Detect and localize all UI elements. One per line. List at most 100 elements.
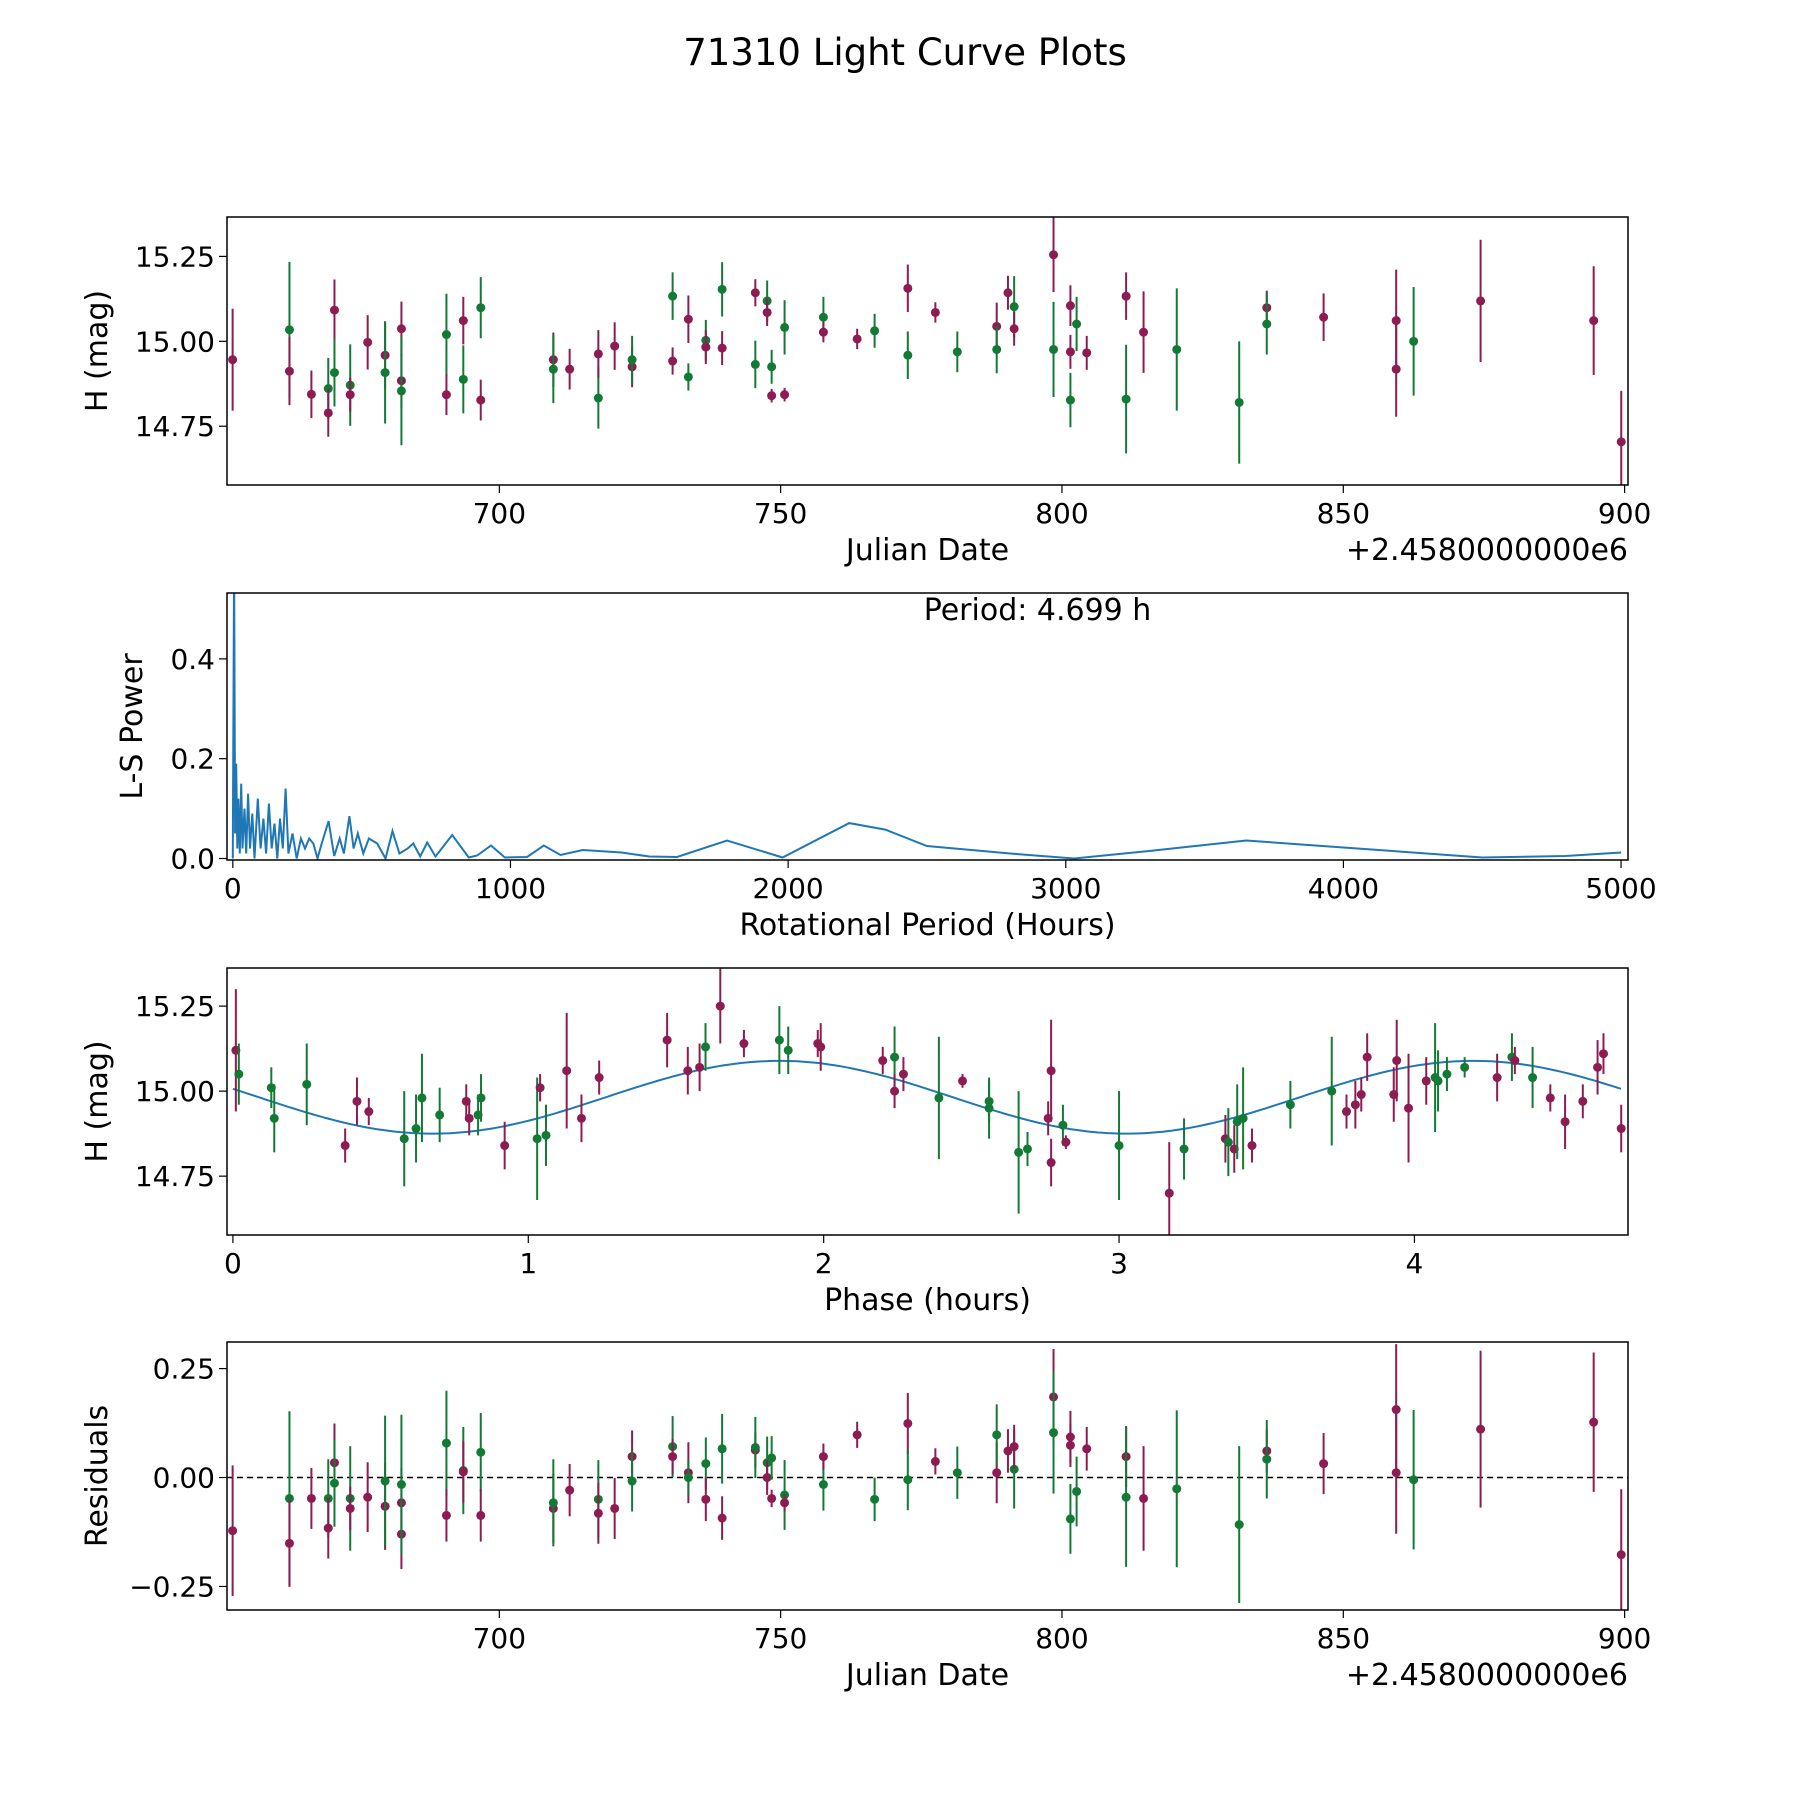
x-tick-label: 4 bbox=[1406, 1247, 1424, 1280]
data-point bbox=[683, 372, 693, 382]
data-point bbox=[818, 312, 828, 322]
data-point bbox=[627, 355, 637, 365]
data-point bbox=[1234, 397, 1244, 407]
phase-point bbox=[1545, 1093, 1555, 1103]
phase-point bbox=[576, 1113, 586, 1123]
data-point bbox=[1391, 364, 1401, 374]
phase-point bbox=[476, 1093, 486, 1103]
phase-point bbox=[695, 1062, 705, 1072]
data-point bbox=[476, 395, 486, 405]
data-point bbox=[1262, 319, 1272, 329]
residual-point bbox=[476, 1510, 486, 1520]
phase-point bbox=[739, 1039, 749, 1049]
phase-point bbox=[934, 1093, 944, 1103]
residual-point bbox=[952, 1468, 962, 1478]
residual-point bbox=[345, 1503, 355, 1513]
phase-point bbox=[302, 1079, 312, 1089]
x-tick-label: 700 bbox=[473, 1622, 526, 1655]
data-point bbox=[396, 386, 406, 396]
x-offset-text: +2.4580000000e6 bbox=[1346, 533, 1628, 568]
data-point bbox=[1003, 288, 1013, 298]
residual-point bbox=[593, 1508, 603, 1518]
phase-point bbox=[532, 1134, 542, 1144]
phase-point bbox=[500, 1141, 510, 1151]
phase-point bbox=[1022, 1144, 1032, 1154]
y-tick-label: 15.00 bbox=[135, 325, 215, 358]
x-tick-label: 3000 bbox=[1030, 872, 1101, 905]
data-point bbox=[284, 366, 294, 376]
data-point bbox=[593, 349, 603, 359]
data-point bbox=[668, 291, 678, 301]
residual-point bbox=[870, 1494, 880, 1504]
phase-point bbox=[701, 1042, 711, 1052]
phase-point bbox=[417, 1093, 427, 1103]
data-point bbox=[458, 374, 468, 384]
axes-frame bbox=[226, 216, 1629, 486]
residual-point bbox=[1082, 1444, 1092, 1454]
residual-point bbox=[818, 1479, 828, 1489]
phase-point bbox=[594, 1073, 604, 1083]
data-point bbox=[818, 327, 828, 337]
x-axis-label: Rotational Period (Hours) bbox=[739, 908, 1115, 943]
residual-point bbox=[852, 1430, 862, 1440]
y-axis-label: Residuals bbox=[80, 1405, 115, 1547]
y-tick-label: 0.0 bbox=[170, 843, 215, 876]
data-point bbox=[1409, 336, 1419, 346]
y-tick-label: 0.25 bbox=[153, 1353, 215, 1386]
residual-point bbox=[1072, 1486, 1082, 1496]
data-point bbox=[441, 330, 451, 340]
residual-point bbox=[818, 1452, 828, 1462]
residual-point bbox=[329, 1478, 339, 1488]
phase-point bbox=[1433, 1076, 1443, 1086]
residual-point bbox=[441, 1438, 451, 1448]
residual-point bbox=[284, 1493, 294, 1503]
phase-point bbox=[662, 1035, 672, 1045]
phase-point bbox=[1593, 1062, 1603, 1072]
x-axis-label: Julian Date bbox=[844, 533, 1009, 568]
residual-point bbox=[750, 1442, 760, 1452]
phase-point bbox=[1046, 1158, 1056, 1168]
data-point bbox=[767, 362, 777, 372]
periodogram-line bbox=[231, 593, 1622, 860]
phase-point bbox=[1285, 1100, 1295, 1110]
x-tick-label: 850 bbox=[1317, 497, 1370, 530]
phase-point bbox=[898, 1069, 908, 1079]
data-point bbox=[476, 303, 486, 313]
phase-point bbox=[464, 1113, 474, 1123]
residual-point bbox=[717, 1444, 727, 1454]
data-point bbox=[1139, 327, 1149, 337]
residual-point bbox=[284, 1538, 294, 1548]
phase-point bbox=[1247, 1141, 1257, 1151]
residual-point bbox=[930, 1456, 940, 1466]
phase-point bbox=[1223, 1137, 1233, 1147]
x-tick-label: 0 bbox=[224, 872, 242, 905]
phase-point bbox=[1442, 1069, 1452, 1079]
data-point bbox=[1049, 344, 1059, 354]
phase-point bbox=[1061, 1137, 1071, 1147]
phase-point bbox=[562, 1066, 572, 1076]
residual-point bbox=[717, 1513, 727, 1523]
plot-area bbox=[231, 968, 1626, 1235]
residual-point bbox=[1391, 1405, 1401, 1415]
phase-point bbox=[1578, 1096, 1588, 1106]
data-point bbox=[992, 344, 1002, 354]
data-point bbox=[565, 364, 575, 374]
phase-point bbox=[816, 1042, 826, 1052]
data-point bbox=[717, 284, 727, 294]
data-point bbox=[683, 314, 693, 324]
axes-frame bbox=[226, 592, 1629, 861]
phase-point bbox=[535, 1083, 545, 1093]
phase-point bbox=[1058, 1120, 1068, 1130]
phase-point bbox=[1460, 1062, 1470, 1072]
residual-point bbox=[767, 1493, 777, 1503]
x-tick-label: 5000 bbox=[1585, 872, 1656, 905]
residual-point bbox=[1139, 1493, 1149, 1503]
x-tick-label: 2 bbox=[815, 1247, 833, 1280]
data-point bbox=[1072, 319, 1082, 329]
x-tick-label: 1000 bbox=[475, 872, 546, 905]
figure-title: 71310 Light Curve Plots bbox=[683, 31, 1127, 74]
data-point bbox=[323, 408, 333, 418]
data-point bbox=[1391, 316, 1401, 326]
phase-point bbox=[1392, 1056, 1402, 1066]
model-fit-line bbox=[232, 1059, 1622, 1135]
